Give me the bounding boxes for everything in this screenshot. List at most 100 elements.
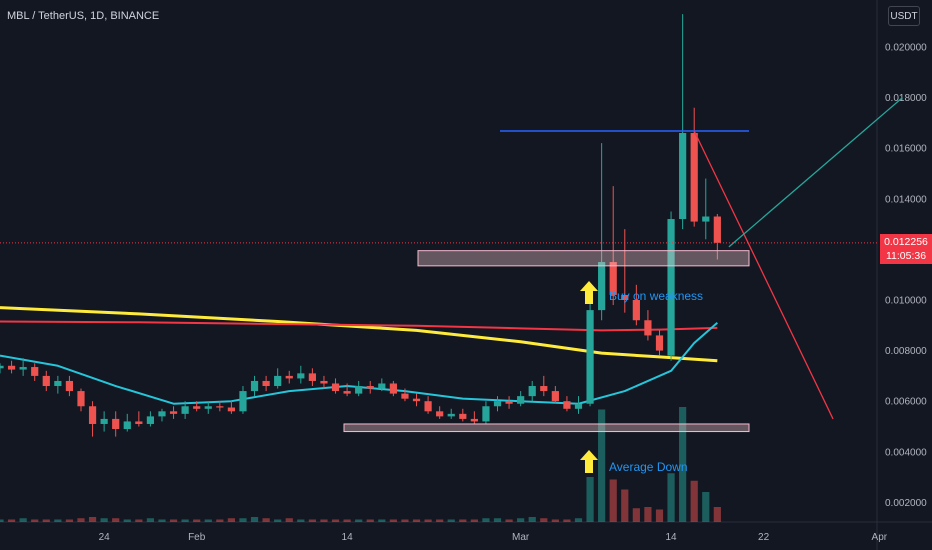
candle-body (343, 391, 351, 394)
x-tick-label: 22 (758, 532, 770, 543)
volume-bar (459, 519, 467, 522)
candle-body (88, 406, 97, 424)
x-tick-label: Feb (188, 532, 206, 543)
volume-bar (574, 518, 583, 522)
candle-body (320, 380, 328, 384)
volume-bar (19, 518, 27, 522)
candle-body (0, 365, 4, 369)
candle-body (355, 386, 363, 394)
candle-body (632, 300, 640, 321)
volume-bar (297, 519, 305, 522)
volume-bar (227, 518, 235, 522)
volume-bar (181, 519, 189, 522)
volume-bar (169, 519, 178, 522)
x-tick-label: 24 (99, 532, 111, 543)
candle-body (193, 406, 201, 409)
volume-bar (308, 519, 316, 522)
ma-red-line (0, 320, 718, 332)
bar-countdown: 11:05:36 (885, 250, 927, 262)
candle-body (493, 401, 502, 407)
candle-body (227, 407, 235, 412)
symbol-title: MBL / TetherUS, 1D, BINANCE (7, 10, 160, 22)
volume-bar (713, 507, 721, 522)
volume-bar (401, 519, 409, 522)
average-annotation: Average Down (609, 460, 688, 474)
volume-bar (158, 519, 166, 522)
y-tick-label: 0.010000 (885, 296, 927, 307)
volume-bar (146, 518, 155, 522)
candle-body (401, 393, 409, 399)
volume-bar (702, 492, 710, 522)
candle-body (366, 386, 374, 389)
candle-body (285, 375, 293, 379)
candle-body (123, 421, 131, 430)
candle-body (667, 219, 675, 356)
candle-body (598, 262, 606, 311)
last-price-value: 0.012256 (884, 236, 928, 248)
average-arrow-icon (580, 450, 598, 473)
candle-body (621, 294, 629, 300)
y-tick-label: 0.004000 (885, 447, 927, 458)
candle-body (378, 383, 386, 389)
volume-bar (77, 518, 85, 522)
volume-bar (123, 519, 131, 522)
candle-body (181, 406, 189, 414)
volume-bar (54, 519, 62, 522)
y-tick-label: 0.002000 (885, 498, 927, 509)
candle-body (146, 416, 155, 424)
candle-body (563, 401, 571, 409)
y-tick-label: 0.014000 (885, 194, 927, 205)
candle-body (297, 373, 305, 379)
candle-body (655, 335, 664, 351)
volume-bar (679, 407, 687, 522)
candle-body (528, 386, 536, 397)
candle-body (644, 320, 652, 336)
x-tick-label: Mar (512, 532, 530, 543)
candle-body (65, 380, 74, 392)
volume-bar (690, 480, 698, 522)
volume-bar (540, 518, 548, 522)
candle-body (482, 406, 490, 422)
volume-bar (609, 479, 617, 522)
y-tick-label: 0.016000 (885, 144, 927, 155)
candle-body (19, 367, 27, 370)
candle-body (679, 133, 687, 220)
volume-bar (88, 517, 97, 522)
support-zone (343, 423, 750, 433)
candle-body (169, 411, 178, 414)
volume-bar (598, 409, 606, 522)
volume-bar (331, 519, 340, 522)
candle-body (135, 421, 143, 424)
candle-body (424, 401, 432, 412)
volume-bar (366, 519, 374, 522)
ma-yellow-line (0, 306, 718, 363)
candle-body (274, 375, 282, 387)
buy-arrow-icon (580, 281, 598, 304)
volume-bar (320, 519, 328, 522)
y-tick-label: 0.008000 (885, 346, 927, 357)
volume-bar (436, 519, 444, 522)
volume-bar (644, 507, 652, 522)
candle-body (690, 133, 698, 222)
volume-bar (482, 518, 490, 522)
candle-body (158, 411, 166, 417)
candle-body (540, 386, 548, 392)
candle-body (574, 403, 583, 409)
volume-bar (135, 519, 143, 522)
currency-selector[interactable]: USDT (888, 6, 920, 26)
candle-body (204, 406, 212, 409)
x-tick-label: Apr (872, 532, 888, 543)
volume-bar (0, 519, 4, 522)
y-tick-label: 0.018000 (885, 93, 927, 104)
volume-bar (65, 519, 74, 522)
candle-body (436, 411, 444, 417)
volume-bar (447, 519, 455, 522)
volume-bar (100, 518, 108, 522)
candle-body (239, 391, 247, 412)
candle-body (250, 380, 259, 392)
volume-bar (274, 519, 282, 522)
volume-bar (250, 517, 259, 522)
volume-bar (470, 519, 478, 522)
volume-bar (412, 519, 421, 522)
